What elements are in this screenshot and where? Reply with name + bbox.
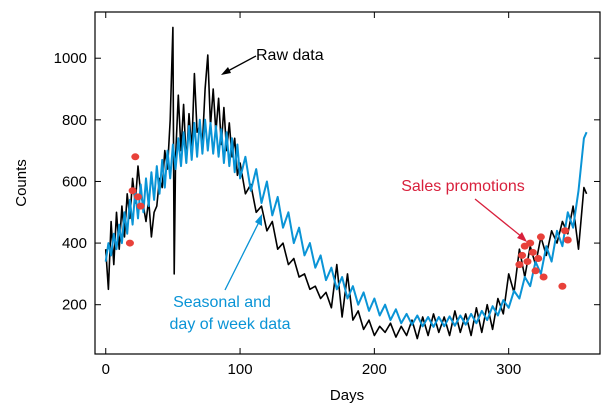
promotion-point	[518, 251, 527, 259]
annotation-sales: Sales promotions	[401, 178, 527, 242]
plot-frame	[94, 11, 601, 355]
y-tick-label: 200	[62, 297, 87, 314]
promotion-point	[536, 233, 545, 241]
series-layer	[104, 26, 588, 340]
annotation-raw-data: Raw data	[221, 47, 324, 75]
x-axis-label: Days	[330, 387, 364, 404]
raw-data-line	[104, 26, 588, 340]
annotation-raw-data-arrow	[225, 55, 257, 73]
y-tick-label: 800	[62, 112, 87, 129]
promotion-points	[125, 153, 572, 290]
y-tick-label: 400	[62, 235, 87, 252]
promotion-point	[561, 227, 570, 235]
y-tick-label: 600	[62, 173, 87, 190]
seasonal-data-line	[104, 118, 588, 328]
promotion-point	[563, 236, 572, 244]
annotation-seasonal-arrowhead	[255, 214, 262, 226]
x-tick-label: 200	[362, 361, 387, 378]
annotation-raw-data-arrowhead	[221, 67, 231, 75]
promotion-point	[523, 258, 532, 266]
annotation-sales-text: Sales promotions	[401, 178, 525, 195]
annotation-sales-arrow	[474, 198, 523, 238]
annotation-seasonal-arrow	[224, 221, 260, 291]
x-tick-label: 100	[228, 361, 253, 378]
annotation-seasonal: Seasonal and day of week data	[170, 214, 291, 333]
x-tick-label: 0	[102, 361, 110, 378]
promotion-point	[128, 187, 137, 195]
promotion-point	[558, 282, 567, 290]
promotion-point	[515, 261, 524, 269]
promotion-point	[131, 153, 140, 161]
promotion-point	[136, 202, 145, 210]
promotion-point	[133, 193, 142, 201]
y-tick-label: 1000	[54, 50, 87, 67]
y-axis-label: Counts	[13, 159, 30, 207]
promotion-point	[531, 267, 540, 275]
axes: 0 100 200 300 200 400 600 800 1000	[54, 12, 600, 378]
annotation-seasonal-line1: Seasonal and	[173, 294, 271, 311]
x-tick-label: 300	[496, 361, 521, 378]
promotion-point	[528, 248, 537, 256]
promotion-point	[526, 239, 535, 247]
promotion-point	[539, 273, 548, 281]
annotation-seasonal-line2: day of week data	[170, 316, 291, 333]
promotion-point	[534, 254, 543, 262]
promotion-point	[125, 239, 134, 247]
annotation-raw-data-text: Raw data	[256, 47, 324, 64]
annotation-sales-arrowhead	[517, 232, 527, 242]
